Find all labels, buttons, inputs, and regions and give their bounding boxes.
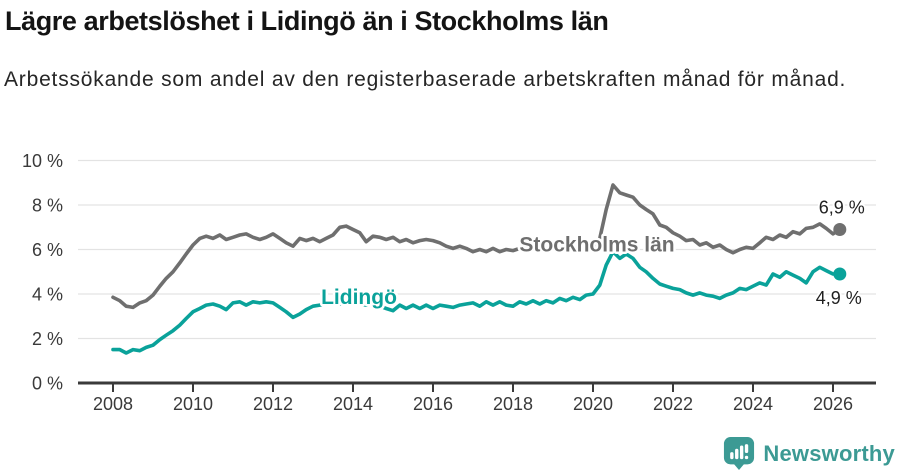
x-axis-tick-label: 2024 (733, 394, 773, 414)
series-label-stockholms-l-n: Stockholms län (519, 234, 674, 257)
page-title: Lägre arbetslöshet i Lidingö än i Stockh… (5, 6, 609, 36)
x-axis-tick-label: 2012 (253, 394, 293, 414)
y-axis-tick-label: 2 % (32, 329, 63, 349)
series-end-dot-liding- (833, 267, 847, 281)
y-axis-tick-label: 4 % (32, 285, 63, 305)
series-end-value-liding-: 4,9 % (816, 288, 862, 308)
x-axis-tick-label: 2018 (493, 394, 533, 414)
series-line-liding- (111, 249, 842, 355)
x-axis-tick-label: 2010 (173, 394, 213, 414)
x-axis-tick-label: 2020 (573, 394, 613, 414)
y-axis-tick-label: 8 % (32, 196, 63, 216)
series-end-value-stockholms-l-n: 6,9 % (819, 197, 865, 217)
y-axis-tick-label: 6 % (32, 240, 63, 260)
newsworthy-logo[interactable]: Newsworthy (723, 436, 895, 471)
x-axis-tick-label: 2026 (813, 394, 853, 414)
x-axis-tick-label: 2014 (333, 394, 373, 414)
series-label-liding-: Lidingö (321, 286, 397, 309)
bar-chart-pin-icon (724, 437, 755, 470)
brand-name: Newsworthy (763, 440, 895, 466)
series-end-dot-stockholms-l-n (833, 222, 847, 236)
series-line-stockholms-l-n (111, 183, 842, 310)
x-axis-tick-label: 2016 (413, 394, 453, 414)
page-subtitle: Arbetssökande som andel av den registerb… (4, 68, 847, 91)
y-axis-tick-label: 10 % (22, 151, 63, 171)
x-axis-tick-label: 2022 (653, 394, 693, 414)
x-axis-tick-label: 2008 (93, 394, 133, 414)
y-axis-tick-label: 0 % (32, 374, 63, 394)
